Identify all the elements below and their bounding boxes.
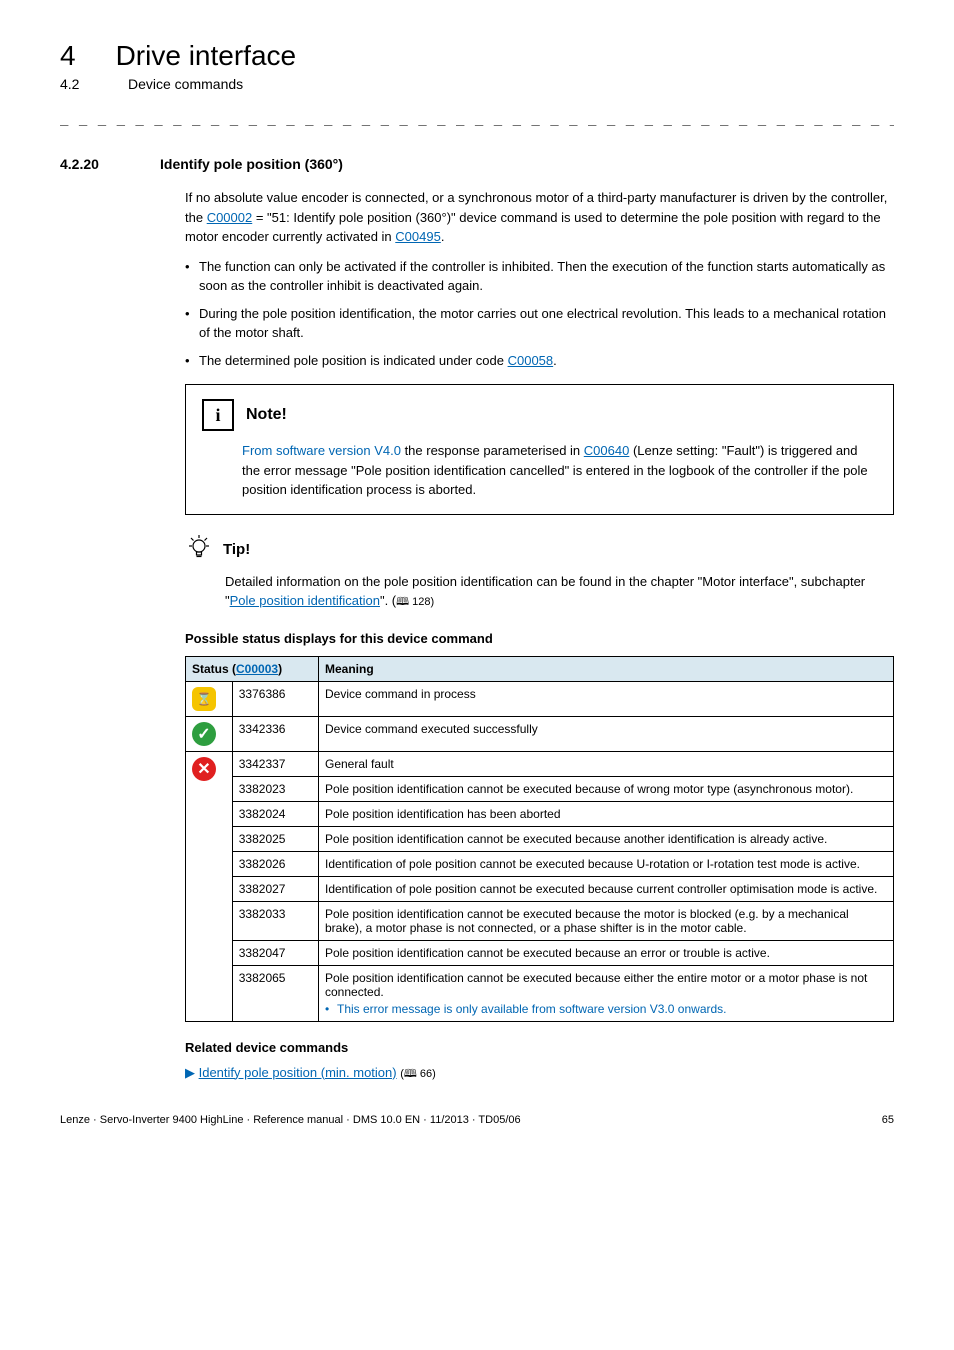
tip-title: Tip! <box>223 541 250 558</box>
status-meaning: Pole position identification cannot be e… <box>319 901 894 940</box>
text: . <box>441 229 445 244</box>
status-sub-bullet: This error message is only available fro… <box>325 1002 887 1016</box>
status-code: 3382024 <box>232 801 318 826</box>
text: = "51: Identify pole position (360°)" de… <box>185 210 881 245</box>
chapter-number: 4 <box>60 40 76 72</box>
note-body: From software version V4.0 the response … <box>242 441 877 500</box>
page-ref: 66) <box>417 1068 436 1080</box>
note-title: Note! <box>246 406 287 424</box>
section-title: Identify pole position (360°) <box>160 156 343 172</box>
subchapter-title: Device commands <box>128 76 243 92</box>
status-meaning: Identification of pole position cannot b… <box>319 876 894 901</box>
text: Pole position identification cannot be e… <box>325 971 867 999</box>
text: ". ( <box>380 593 396 608</box>
chapter-title: Drive interface <box>116 40 297 72</box>
link-identify-min-motion[interactable]: Identify pole position (min. motion) <box>199 1065 397 1080</box>
subchapter-number: 4.2 <box>60 76 88 92</box>
note-box: i Note! From software version V4.0 the r… <box>185 384 894 515</box>
status-code: 3382047 <box>232 940 318 965</box>
bullet-item: During the pole position identification,… <box>185 304 894 343</box>
status-code: 3382027 <box>232 876 318 901</box>
status-meaning: Pole position identification cannot be e… <box>319 940 894 965</box>
text: ) <box>278 662 282 676</box>
divider: _ _ _ _ _ _ _ _ _ _ _ _ _ _ _ _ _ _ _ _ … <box>60 110 894 126</box>
text: The determined pole position is indicate… <box>199 353 508 368</box>
cross-icon: ✕ <box>192 757 216 781</box>
status-heading: Possible status displays for this device… <box>185 631 894 646</box>
link-c00058[interactable]: C00058 <box>508 353 554 368</box>
lightbulb-icon <box>185 533 213 566</box>
link-pole-position[interactable]: Pole position identification <box>230 593 380 608</box>
col-status: Status (C00003) <box>186 656 319 681</box>
status-code: 3382065 <box>232 965 318 1021</box>
col-meaning: Meaning <box>319 656 894 681</box>
status-meaning: Identification of pole position cannot b… <box>319 851 894 876</box>
book-icon: 🕮 <box>396 594 409 611</box>
status-code: 3382023 <box>232 776 318 801</box>
info-icon: i <box>202 399 234 431</box>
book-icon: 🕮 <box>404 1065 417 1084</box>
status-code: 3382033 <box>232 901 318 940</box>
status-code: 3376386 <box>232 681 318 716</box>
status-meaning: Pole position identification cannot be e… <box>319 826 894 851</box>
hourglass-icon: ⌛ <box>192 687 216 711</box>
status-meaning: Device command in process <box>319 681 894 716</box>
status-meaning: General fault <box>319 751 894 776</box>
link-c00640[interactable]: C00640 <box>584 443 630 458</box>
status-table: Status (C00003) Meaning ⌛ 3376386 Device… <box>185 656 894 1022</box>
text: . <box>553 353 557 368</box>
arrow-icon: ▶ <box>185 1065 199 1080</box>
link-c00495[interactable]: C00495 <box>395 229 441 244</box>
status-meaning: Device command executed successfully <box>319 716 894 751</box>
bullet-item: The function can only be activated if th… <box>185 257 894 296</box>
intro-paragraph: If no absolute value encoder is connecte… <box>185 188 894 247</box>
status-code: 3342337 <box>232 751 318 776</box>
section-number: 4.2.20 <box>60 156 120 172</box>
link-c00003[interactable]: C00003 <box>236 662 278 676</box>
footer-page-number: 65 <box>882 1114 894 1126</box>
status-code: 3382026 <box>232 851 318 876</box>
text-highlight: From software version V4.0 <box>242 443 401 458</box>
bullet-item: The determined pole position is indicate… <box>185 351 894 371</box>
link-c00002[interactable]: C00002 <box>207 210 253 225</box>
check-icon: ✓ <box>192 722 216 746</box>
related-link-row: ▶ Identify pole position (min. motion) (… <box>185 1065 894 1084</box>
status-meaning: Pole position identification cannot be e… <box>319 776 894 801</box>
related-heading: Related device commands <box>185 1040 894 1055</box>
status-code: 3382025 <box>232 826 318 851</box>
status-meaning: Pole position identification cannot be e… <box>319 965 894 1021</box>
text: Status ( <box>192 662 236 676</box>
footer-left: Lenze · Servo-Inverter 9400 HighLine · R… <box>60 1114 521 1126</box>
status-code: 3342336 <box>232 716 318 751</box>
tip-body: Detailed information on the pole positio… <box>225 572 894 611</box>
status-meaning: Pole position identification has been ab… <box>319 801 894 826</box>
text: the response parameterised in <box>401 443 584 458</box>
page-ref: 128) <box>409 596 434 608</box>
